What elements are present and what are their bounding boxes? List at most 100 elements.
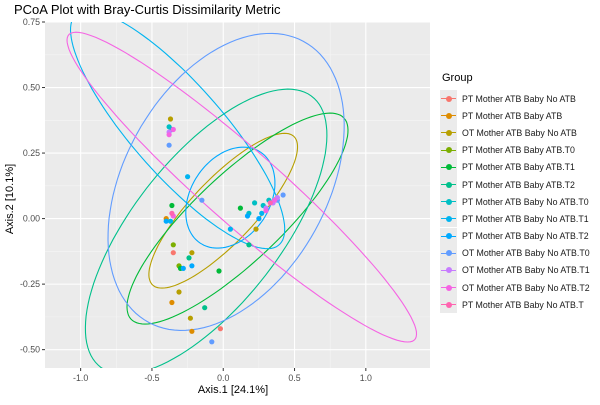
legend-key-dot bbox=[445, 147, 452, 154]
y-tick-label: 0.25 bbox=[23, 148, 40, 158]
ellipse-OT Mother ATB Baby No ATB.T2 bbox=[66, 31, 418, 343]
legend-item: PT Mother ATB Baby No ATB bbox=[440, 90, 598, 108]
x-tick-label: 0.5 bbox=[288, 373, 300, 383]
legend-item: PT Mother ATB Baby ATB bbox=[440, 107, 598, 125]
legend-key bbox=[440, 193, 457, 211]
legend-key bbox=[440, 279, 457, 297]
legend-item: OT Mother ATB Baby No ATB bbox=[440, 124, 598, 142]
y-tick-label: 0.00 bbox=[23, 214, 40, 224]
legend-key-dot bbox=[445, 95, 452, 102]
ellipse-PT Mother ATB Baby No ATB.T2 bbox=[185, 146, 276, 249]
legend-item: PT Mother ATB Baby ATB.T2 bbox=[440, 176, 598, 194]
legend-key-dot bbox=[445, 112, 452, 119]
data-point bbox=[259, 210, 265, 216]
data-point bbox=[267, 200, 273, 206]
legend-key bbox=[440, 124, 457, 142]
legend-items: PT Mother ATB Baby No ATB PT Mother ATB B… bbox=[440, 90, 598, 314]
data-point bbox=[186, 255, 192, 261]
data-point bbox=[246, 242, 252, 248]
data-point bbox=[189, 263, 195, 269]
legend-key bbox=[440, 227, 457, 245]
data-point bbox=[272, 197, 278, 203]
data-point bbox=[170, 242, 176, 248]
legend-key bbox=[440, 107, 457, 125]
legend-label: PT Mother ATB Baby No ATB.T2 bbox=[462, 231, 589, 242]
legend-key-dot bbox=[445, 267, 452, 274]
legend: Group PT Mother ATB Baby No ATB PT Mother… bbox=[440, 72, 598, 314]
legend-label: PT Mother ATB Baby No ATB bbox=[462, 93, 576, 104]
legend-item: OT Mother ATB Baby No ATB.T0 bbox=[440, 244, 598, 262]
y-tick-label: 0.50 bbox=[23, 83, 40, 93]
data-point bbox=[166, 142, 172, 148]
y-tick-label: 0.75 bbox=[23, 17, 40, 27]
legend-label: PT Mother ATB Baby ATB bbox=[462, 110, 563, 121]
data-point bbox=[280, 192, 286, 198]
data-point bbox=[163, 218, 169, 224]
data-point bbox=[170, 126, 176, 133]
legend-label: PT Mother ATB Baby No ATB.T0 bbox=[462, 196, 589, 207]
legend-key bbox=[440, 176, 457, 194]
legend-key-dot bbox=[445, 233, 452, 240]
legend-label: OT Mother ATB Baby No ATB bbox=[462, 127, 577, 138]
legend-key-dot bbox=[445, 129, 452, 136]
legend-key bbox=[440, 244, 457, 262]
legend-key bbox=[440, 90, 457, 108]
legend-title: Group bbox=[442, 72, 473, 84]
data-point bbox=[227, 226, 233, 232]
legend-key-dot bbox=[445, 181, 452, 188]
data-point bbox=[189, 250, 195, 256]
legend-key-dot bbox=[445, 301, 452, 308]
legend-label: PT Mother ATB Baby ATB.T1 bbox=[462, 162, 575, 173]
legend-label: PT Mother ATB Baby ATB.T0 bbox=[462, 145, 575, 156]
legend-key bbox=[440, 141, 457, 159]
legend-item: OT Mother ATB Baby No ATB.T2 bbox=[440, 279, 598, 297]
legend-key bbox=[440, 210, 457, 228]
legend-item: PT Mother ATB Baby ATB.T1 bbox=[440, 158, 598, 176]
x-tick-label: -1.0 bbox=[73, 373, 88, 383]
legend-key-dot bbox=[445, 198, 452, 205]
data-point bbox=[166, 132, 172, 138]
data-point bbox=[237, 205, 243, 211]
legend-item: PT Mother ATB Baby No ATB.T1 bbox=[440, 210, 598, 228]
legend-label: OT Mother ATB Baby No ATB.T1 bbox=[462, 265, 590, 276]
legend-key-dot bbox=[445, 215, 452, 222]
legend-key-dot bbox=[445, 164, 452, 171]
x-tick-label: -0.5 bbox=[144, 373, 159, 383]
legend-key-dot bbox=[445, 284, 452, 291]
legend-item: PT Mother ATB Baby No ATB.T2 bbox=[440, 227, 598, 245]
legend-item: OT Mother ATB Baby No ATB.T1 bbox=[440, 261, 598, 279]
legend-key bbox=[440, 261, 457, 279]
legend-label: PT Mother ATB Baby ATB.T2 bbox=[462, 179, 575, 190]
legend-key bbox=[440, 158, 457, 176]
data-point bbox=[170, 250, 176, 256]
data-point bbox=[216, 268, 222, 274]
chart-title: PCoA Plot with Bray-Curtis Dissimilarity… bbox=[14, 2, 281, 17]
legend-key bbox=[440, 296, 457, 314]
data-point bbox=[263, 208, 269, 214]
data-point bbox=[189, 328, 195, 334]
x-axis-label: Axis.1 [24.1%] bbox=[198, 384, 268, 396]
data-point bbox=[169, 202, 175, 209]
data-point bbox=[199, 197, 205, 203]
ellipse-PT Mother ATB Baby ATB.T2 bbox=[84, 88, 328, 368]
plot-content bbox=[66, 22, 418, 368]
plot-panel bbox=[45, 22, 430, 368]
data-point bbox=[185, 174, 191, 180]
y-tick-label: -0.25 bbox=[20, 279, 40, 289]
legend-label: PT Mother ATB Baby No ATB.T bbox=[462, 299, 584, 310]
y-axis-label: Axis.2 [10.1%] bbox=[4, 164, 16, 234]
data-point bbox=[180, 265, 186, 271]
x-tick-label: 0.0 bbox=[217, 373, 229, 383]
data-point bbox=[187, 315, 193, 321]
data-point bbox=[252, 200, 258, 206]
ellipse-PT Mother ATB Baby ATB.T1 bbox=[126, 112, 349, 325]
data-point bbox=[253, 226, 259, 232]
legend-label: PT Mother ATB Baby No ATB.T1 bbox=[462, 213, 589, 224]
data-point bbox=[169, 299, 175, 306]
data-point bbox=[217, 326, 223, 332]
data-point bbox=[244, 213, 251, 219]
x-tick-label: 1.0 bbox=[360, 373, 372, 383]
data-point bbox=[176, 289, 182, 295]
